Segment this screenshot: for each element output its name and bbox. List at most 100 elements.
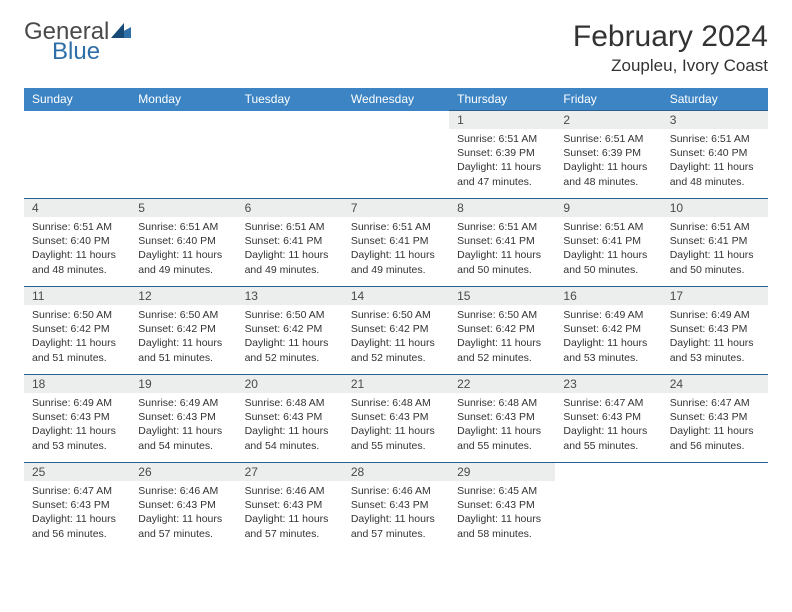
day-info: Sunrise: 6:51 AMSunset: 6:41 PMDaylight:… [662, 217, 768, 283]
calendar-cell: 9Sunrise: 6:51 AMSunset: 6:41 PMDaylight… [555, 199, 661, 287]
daylight-line: Daylight: 11 hours and 53 minutes. [563, 336, 653, 364]
daylight-line: Daylight: 11 hours and 51 minutes. [138, 336, 228, 364]
daylight-line: Daylight: 11 hours and 49 minutes. [245, 248, 335, 276]
sunset-line: Sunset: 6:42 PM [138, 322, 228, 336]
calendar-cell: 19Sunrise: 6:49 AMSunset: 6:43 PMDayligh… [130, 375, 236, 463]
calendar-cell [555, 463, 661, 551]
day-info: Sunrise: 6:51 AMSunset: 6:41 PMDaylight:… [555, 217, 661, 283]
daylight-line: Daylight: 11 hours and 49 minutes. [138, 248, 228, 276]
weekday-header: Thursday [449, 88, 555, 111]
sunset-line: Sunset: 6:41 PM [245, 234, 335, 248]
day-number: 8 [449, 199, 555, 217]
sunset-line: Sunset: 6:41 PM [457, 234, 547, 248]
calendar-cell [237, 111, 343, 199]
daylight-line: Daylight: 11 hours and 55 minutes. [351, 424, 441, 452]
calendar-cell: 6Sunrise: 6:51 AMSunset: 6:41 PMDaylight… [237, 199, 343, 287]
calendar-cell: 4Sunrise: 6:51 AMSunset: 6:40 PMDaylight… [24, 199, 130, 287]
logo: GeneralBlue [24, 20, 131, 64]
daylight-line: Daylight: 11 hours and 53 minutes. [670, 336, 760, 364]
sunrise-line: Sunrise: 6:51 AM [138, 220, 228, 234]
sunrise-line: Sunrise: 6:45 AM [457, 484, 547, 498]
day-number: 19 [130, 375, 236, 393]
day-number: 27 [237, 463, 343, 481]
sunset-line: Sunset: 6:43 PM [563, 410, 653, 424]
daylight-line: Daylight: 11 hours and 57 minutes. [138, 512, 228, 540]
logo-mark-icon [111, 23, 131, 42]
calendar-cell: 2Sunrise: 6:51 AMSunset: 6:39 PMDaylight… [555, 111, 661, 199]
sunrise-line: Sunrise: 6:51 AM [670, 132, 760, 146]
sunrise-line: Sunrise: 6:48 AM [457, 396, 547, 410]
day-number: 2 [555, 111, 661, 129]
day-number: 6 [237, 199, 343, 217]
daylight-line: Daylight: 11 hours and 48 minutes. [563, 160, 653, 188]
sunset-line: Sunset: 6:42 PM [563, 322, 653, 336]
header: GeneralBlue February 2024Zoupleu, Ivory C… [24, 20, 768, 76]
day-info: Sunrise: 6:51 AMSunset: 6:41 PMDaylight:… [343, 217, 449, 283]
day-info: Sunrise: 6:50 AMSunset: 6:42 PMDaylight:… [130, 305, 236, 371]
day-number: 7 [343, 199, 449, 217]
day-number: 21 [343, 375, 449, 393]
sunset-line: Sunset: 6:42 PM [245, 322, 335, 336]
calendar-cell [130, 111, 236, 199]
sunset-line: Sunset: 6:43 PM [245, 498, 335, 512]
calendar-cell: 17Sunrise: 6:49 AMSunset: 6:43 PMDayligh… [662, 287, 768, 375]
day-number: 15 [449, 287, 555, 305]
sunset-line: Sunset: 6:43 PM [457, 410, 547, 424]
sunset-line: Sunset: 6:41 PM [563, 234, 653, 248]
calendar-cell: 24Sunrise: 6:47 AMSunset: 6:43 PMDayligh… [662, 375, 768, 463]
weekday-header: Tuesday [237, 88, 343, 111]
daylight-line: Daylight: 11 hours and 50 minutes. [670, 248, 760, 276]
sunset-line: Sunset: 6:42 PM [351, 322, 441, 336]
day-info: Sunrise: 6:51 AMSunset: 6:40 PMDaylight:… [662, 129, 768, 195]
day-number: 11 [24, 287, 130, 305]
sunset-line: Sunset: 6:42 PM [457, 322, 547, 336]
calendar-cell: 3Sunrise: 6:51 AMSunset: 6:40 PMDaylight… [662, 111, 768, 199]
calendar-cell: 15 Sunrise: 6:50 AMSunset: 6:42 PMDayligh… [449, 287, 555, 375]
sunrise-line: Sunrise: 6:47 AM [563, 396, 653, 410]
daylight-line: Daylight: 11 hours and 52 minutes. [457, 336, 547, 364]
calendar-cell [24, 111, 130, 199]
sunset-line: Sunset: 6:42 PM [32, 322, 122, 336]
sunrise-line: Sunrise: 6:46 AM [138, 484, 228, 498]
day-number: 3 [662, 111, 768, 129]
sunrise-line: Sunrise: 6:49 AM [670, 308, 760, 322]
weekday-header: Wednesday [343, 88, 449, 111]
day-info: Sunrise: 6:48 AMSunset: 6:43 PMDaylight:… [237, 393, 343, 459]
sunset-line: Sunset: 6:43 PM [138, 498, 228, 512]
calendar-cell: 18Sunrise: 6:49 AMSunset: 6:43 PMDayligh… [24, 375, 130, 463]
month-title: February 2024 [573, 20, 768, 54]
sunrise-line: Sunrise: 6:50 AM [138, 308, 228, 322]
daylight-line: Daylight: 11 hours and 47 minutes. [457, 160, 547, 188]
day-info: Sunrise: 6:49 AMSunset: 6:43 PMDaylight:… [24, 393, 130, 459]
daylight-line: Daylight: 11 hours and 48 minutes. [32, 248, 122, 276]
sunrise-line: Sunrise: 6:50 AM [457, 308, 547, 322]
day-number: 22 [449, 375, 555, 393]
sunset-line: Sunset: 6:43 PM [32, 498, 122, 512]
sunset-line: Sunset: 6:43 PM [457, 498, 547, 512]
title-block: February 2024Zoupleu, Ivory Coast [573, 20, 768, 76]
sunset-line: Sunset: 6:41 PM [351, 234, 441, 248]
sunset-line: Sunset: 6:43 PM [245, 410, 335, 424]
calendar-cell: 1Sunrise: 6:51 AMSunset: 6:39 PMDaylight… [449, 111, 555, 199]
calendar-cell: 20Sunrise: 6:48 AMSunset: 6:43 PMDayligh… [237, 375, 343, 463]
calendar-cell: 29Sunrise: 6:45 AMSunset: 6:43 PMDayligh… [449, 463, 555, 551]
sunset-line: Sunset: 6:40 PM [138, 234, 228, 248]
sunset-line: Sunset: 6:43 PM [670, 410, 760, 424]
calendar-cell: 21Sunrise: 6:48 AMSunset: 6:43 PMDayligh… [343, 375, 449, 463]
day-number: 18 [24, 375, 130, 393]
sunrise-line: Sunrise: 6:51 AM [563, 132, 653, 146]
day-info: Sunrise: 6:51 AMSunset: 6:41 PMDaylight:… [237, 217, 343, 283]
day-number: 17 [662, 287, 768, 305]
sunrise-line: Sunrise: 6:46 AM [245, 484, 335, 498]
sunset-line: Sunset: 6:40 PM [32, 234, 122, 248]
day-info: Sunrise: 6:45 AMSunset: 6:43 PMDaylight:… [449, 481, 555, 547]
daylight-line: Daylight: 11 hours and 54 minutes. [245, 424, 335, 452]
sunset-line: Sunset: 6:43 PM [32, 410, 122, 424]
day-number: 25 [24, 463, 130, 481]
calendar-cell: 23Sunrise: 6:47 AMSunset: 6:43 PMDayligh… [555, 375, 661, 463]
daylight-line: Daylight: 11 hours and 55 minutes. [457, 424, 547, 452]
day-number: 13 [237, 287, 343, 305]
day-info: Sunrise: 6:49 AMSunset: 6:43 PMDaylight:… [662, 305, 768, 371]
calendar-cell: 10Sunrise: 6:51 AMSunset: 6:41 PMDayligh… [662, 199, 768, 287]
calendar-cell: 11Sunrise: 6:50 AMSunset: 6:42 PMDayligh… [24, 287, 130, 375]
